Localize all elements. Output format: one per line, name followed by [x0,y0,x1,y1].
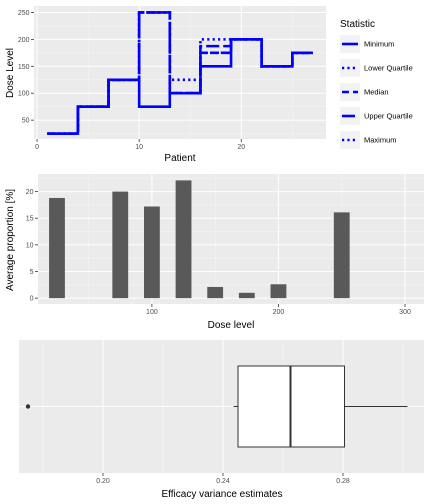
plot-panel [34,6,326,139]
legend-label: Maximum [364,136,397,145]
bar-dose-250 [333,212,350,299]
y-tick-label: 50 [22,118,30,125]
bar-dose-150 [207,286,224,299]
bars [49,180,350,299]
bar-dose-25 [49,197,65,299]
dose-proportion-bar-chart: 100 200 300 0 5 10 15 20 Dose level Average pr… [5,174,424,331]
x-tick-label: 200 [273,309,285,316]
y-tick-label: 15 [26,216,34,223]
y-tick-label: 150 [18,64,30,71]
y-tick-label: 20 [26,189,34,196]
efficacy-variance-boxplot: 0.20 0.24 0.28 Efficacy variance estimates [19,340,424,500]
x-axis-title: Patient [164,153,195,164]
y-tick-label: 10 [26,242,34,249]
outlier-point [25,404,31,409]
y-tick-label: 200 [18,37,30,44]
x-axis-title: Efficacy variance estimates [162,489,283,500]
x-tick-label: 0.24 [216,478,230,485]
y-tick-label: 100 [18,91,30,98]
x-tick-label: 0.28 [336,478,350,485]
legend-key-background [340,59,360,77]
legend-items: Minimum Lower Quartile Median Upper Quartil… [340,35,413,149]
x-tick-label: 0.20 [96,478,110,485]
y-tick-label: 5 [30,269,34,276]
x-tick-label: 300 [399,309,411,316]
legend: Statistic Minimum Lower Quartile Median Upp… [340,19,413,149]
x-tick-label: 100 [146,309,158,316]
x-axis-ticks: 0 10 20 [35,139,245,151]
boxplot [25,365,408,448]
bar-dose-125 [175,180,192,299]
y-tick-label: 250 [18,10,30,17]
x-axis-ticks: 100 200 300 [146,304,411,316]
series-line-minimum [47,38,313,135]
legend-title: Statistic [340,19,375,30]
x-tick-label: 10 [135,144,143,151]
bar-dose-75 [112,191,129,299]
legend-label: Median [364,88,389,97]
bar-dose-100 [143,206,160,299]
y-axis-title: Dose Level [5,48,16,98]
y-axis-ticks: 0 5 10 15 20 [26,189,38,303]
plot-panel [38,174,424,304]
series-lines [47,11,313,135]
x-axis-ticks: 0.20 0.24 0.28 [96,473,350,485]
x-tick-label: 20 [237,144,245,151]
legend-label: Lower Quartile [364,64,413,73]
y-axis-ticks: 50 100 150 200 250 [18,10,34,125]
x-axis-title: Dose level [208,320,255,331]
bar-dose-175 [238,292,255,299]
legend-label: Minimum [364,40,394,49]
gridlines [38,174,424,304]
legend-key-background [340,131,360,149]
legend-label: Upper Quartile [364,112,413,121]
y-tick-label: 0 [30,296,34,303]
x-tick-label: 0 [35,144,39,151]
y-axis-title: Average proportion [%] [5,189,16,291]
legend-key-background [340,83,360,101]
bar-dose-200 [270,284,287,299]
